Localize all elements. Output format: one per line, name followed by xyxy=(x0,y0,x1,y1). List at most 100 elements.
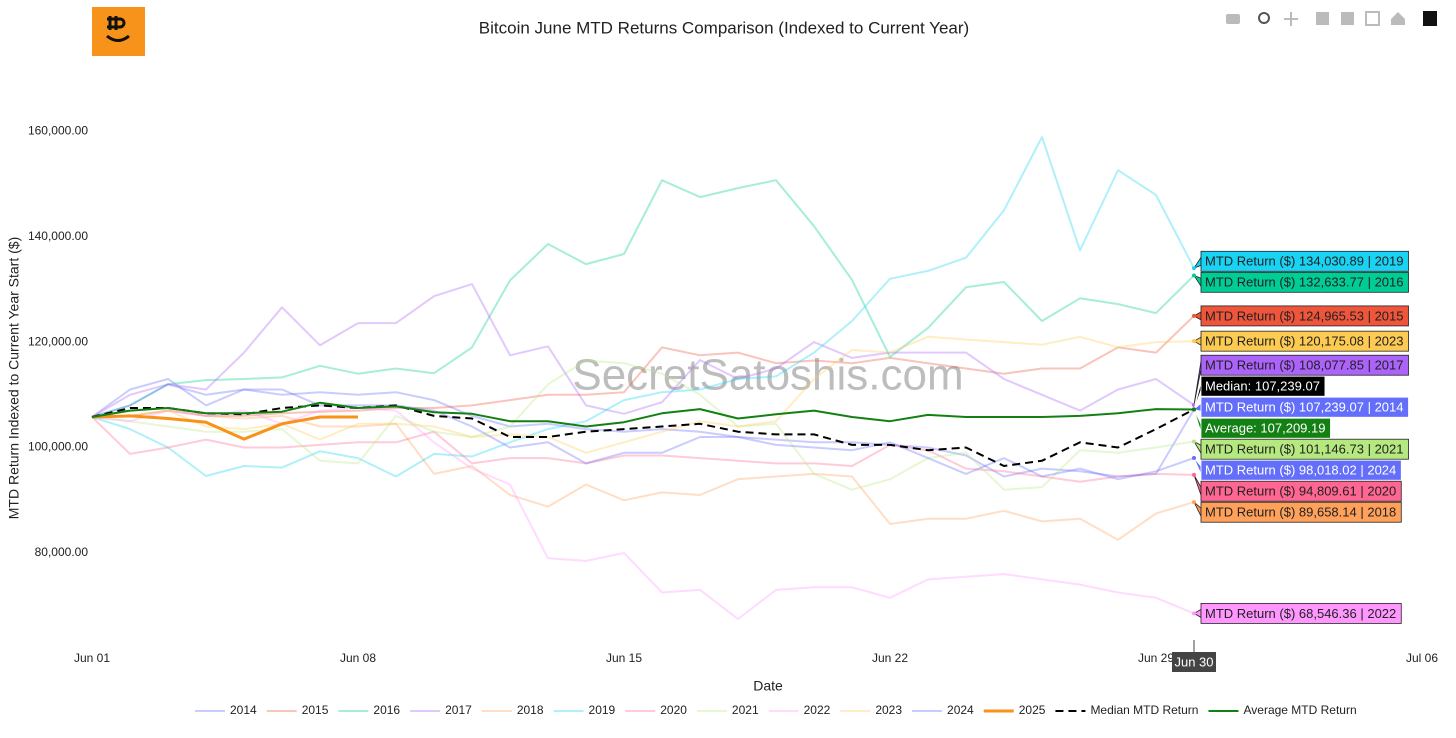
legend-label: Median MTD Return xyxy=(1090,703,1198,717)
legend-label: 2020 xyxy=(660,703,687,717)
autoscale-icon[interactable] xyxy=(1365,11,1380,26)
legend-item: 2019 xyxy=(553,703,616,717)
hover-pointer xyxy=(1193,409,1202,433)
chart-title: Bitcoin June MTD Returns Comparison (Ind… xyxy=(479,18,969,37)
hover-label: Median: 107,239.07 xyxy=(1193,375,1326,410)
x-tick-label: Jul 06 xyxy=(1406,651,1438,665)
series-line xyxy=(91,283,1195,418)
logo xyxy=(92,7,145,56)
x-axis-title: Date xyxy=(753,678,783,694)
x-tick-label: Jun 29 xyxy=(1138,651,1174,665)
hover-pointer xyxy=(1192,440,1202,455)
hover-box xyxy=(1200,396,1409,418)
hover-text: MTD Return ($) 132,633.77 | 2016 xyxy=(1205,275,1404,290)
hover-label: Average: 107,209.19 xyxy=(1193,409,1331,439)
zoom-in-icon[interactable] xyxy=(1316,12,1329,25)
hover-text: MTD Return ($) 124,965.53 | 2015 xyxy=(1205,308,1404,323)
hover-pointer xyxy=(1193,457,1202,475)
legend-label: 2021 xyxy=(732,703,759,717)
x-tick-label: Jun 22 xyxy=(872,651,908,665)
series-line xyxy=(91,414,358,441)
hover-text: MTD Return ($) 101,146.73 | 2021 xyxy=(1205,442,1404,457)
series-line xyxy=(91,383,1195,481)
hover-point xyxy=(1192,266,1196,271)
series-line xyxy=(91,416,1195,483)
legend-label: 2023 xyxy=(875,703,902,717)
hover-label: MTD Return ($) 124,965.53 | 2015 xyxy=(1193,305,1409,327)
hover-box xyxy=(1200,271,1409,293)
legend-item: 2023 xyxy=(840,703,902,717)
hover-point xyxy=(1192,472,1196,477)
watermark: SecretSatoshis.com xyxy=(572,351,963,400)
legend-item: 2017 xyxy=(410,703,472,717)
hover-point xyxy=(1192,439,1196,444)
reset-icon[interactable] xyxy=(1391,12,1405,25)
series-line xyxy=(91,136,1195,478)
series-line xyxy=(91,407,1195,620)
legend-item: 2025 xyxy=(983,703,1046,717)
hover-box xyxy=(1200,417,1331,439)
hover-box xyxy=(1200,305,1409,327)
hover-box xyxy=(1200,501,1402,523)
hover-point xyxy=(1192,455,1196,460)
plotly-icon[interactable] xyxy=(1423,11,1437,26)
series-line xyxy=(91,378,1195,478)
legend-label: 2018 xyxy=(517,703,544,717)
y-tick-label: 140,000.00 xyxy=(28,229,88,243)
hover-point xyxy=(1192,313,1196,318)
hover-text: MTD Return ($) 134,030.89 | 2019 xyxy=(1205,254,1404,269)
hover-label: MTD Return ($) 101,146.73 | 2021 xyxy=(1192,438,1409,460)
legend-label: 2025 xyxy=(1019,703,1046,717)
legend-item: Average MTD Return xyxy=(1208,703,1357,717)
hover-x-text: Jun 30 xyxy=(1174,654,1213,669)
hover-label: MTD Return ($) 94,809.61 | 2020 xyxy=(1193,474,1402,502)
zoom-icon[interactable] xyxy=(1258,12,1270,24)
hover-point xyxy=(1192,611,1196,616)
legend-label: 2022 xyxy=(804,703,831,717)
hover-box xyxy=(1200,250,1409,272)
x-tick-label: Jun 15 xyxy=(606,651,642,665)
y-tick-label: 100,000.00 xyxy=(28,440,88,454)
series-line xyxy=(91,315,1195,418)
legend-item: 2014 xyxy=(195,703,257,717)
hover-label: MTD Return ($) 68,546.36 | 2022 xyxy=(1193,602,1402,624)
y-tick-label: 80,000.00 xyxy=(35,545,89,559)
hover-label: MTD Return ($) 89,658.14 | 2018 xyxy=(1193,501,1402,523)
legend-item: 2018 xyxy=(481,703,544,717)
x-tick-label: Jun 08 xyxy=(340,651,376,665)
hover-text: MTD Return ($) 98,018.02 | 2024 xyxy=(1205,463,1396,478)
hover-text: MTD Return ($) 68,546.36 | 2022 xyxy=(1205,606,1396,621)
legend-item: 2020 xyxy=(625,703,687,717)
series-line xyxy=(91,407,1195,541)
hover-box xyxy=(1200,354,1409,376)
hover-box xyxy=(1200,438,1409,460)
legend-label: 2014 xyxy=(230,703,257,717)
hover-box xyxy=(1200,375,1326,397)
pan-icon[interactable] xyxy=(1284,12,1298,26)
hover-text: Median: 107,239.07 xyxy=(1205,379,1320,394)
hover-box xyxy=(1200,459,1402,481)
legend-label: 2015 xyxy=(302,703,329,717)
zoom-out-icon[interactable] xyxy=(1341,12,1354,25)
legend-label: 2024 xyxy=(947,703,974,717)
hover-label: MTD Return ($) 132,633.77 | 2016 xyxy=(1192,271,1409,293)
hover-text: Average: 107,209.19 xyxy=(1205,421,1325,436)
camera-icon[interactable] xyxy=(1226,14,1240,24)
hover-label: MTD Return ($) 134,030.89 | 2019 xyxy=(1192,250,1409,272)
legend-item: 2016 xyxy=(338,703,400,717)
legend-label: 2016 xyxy=(373,703,400,717)
hover-label: MTD Return ($) 107,239.07 | 2014 xyxy=(1193,396,1409,418)
legend-label: 2017 xyxy=(445,703,472,717)
hover-text: MTD Return ($) 120,175.08 | 2023 xyxy=(1205,334,1404,349)
modebar[interactable] xyxy=(1226,11,1437,26)
legend-item: 2022 xyxy=(768,703,831,717)
hover-pointer xyxy=(1193,474,1202,496)
hover-label: MTD Return ($) 120,175.08 | 2023 xyxy=(1193,330,1409,352)
legend-item: Median MTD Return xyxy=(1055,703,1198,717)
series-line xyxy=(91,335,1195,454)
hover-x-label: Jun 30 xyxy=(1172,652,1216,672)
hover-point xyxy=(1192,273,1196,278)
legend-item: 2015 xyxy=(266,703,329,717)
